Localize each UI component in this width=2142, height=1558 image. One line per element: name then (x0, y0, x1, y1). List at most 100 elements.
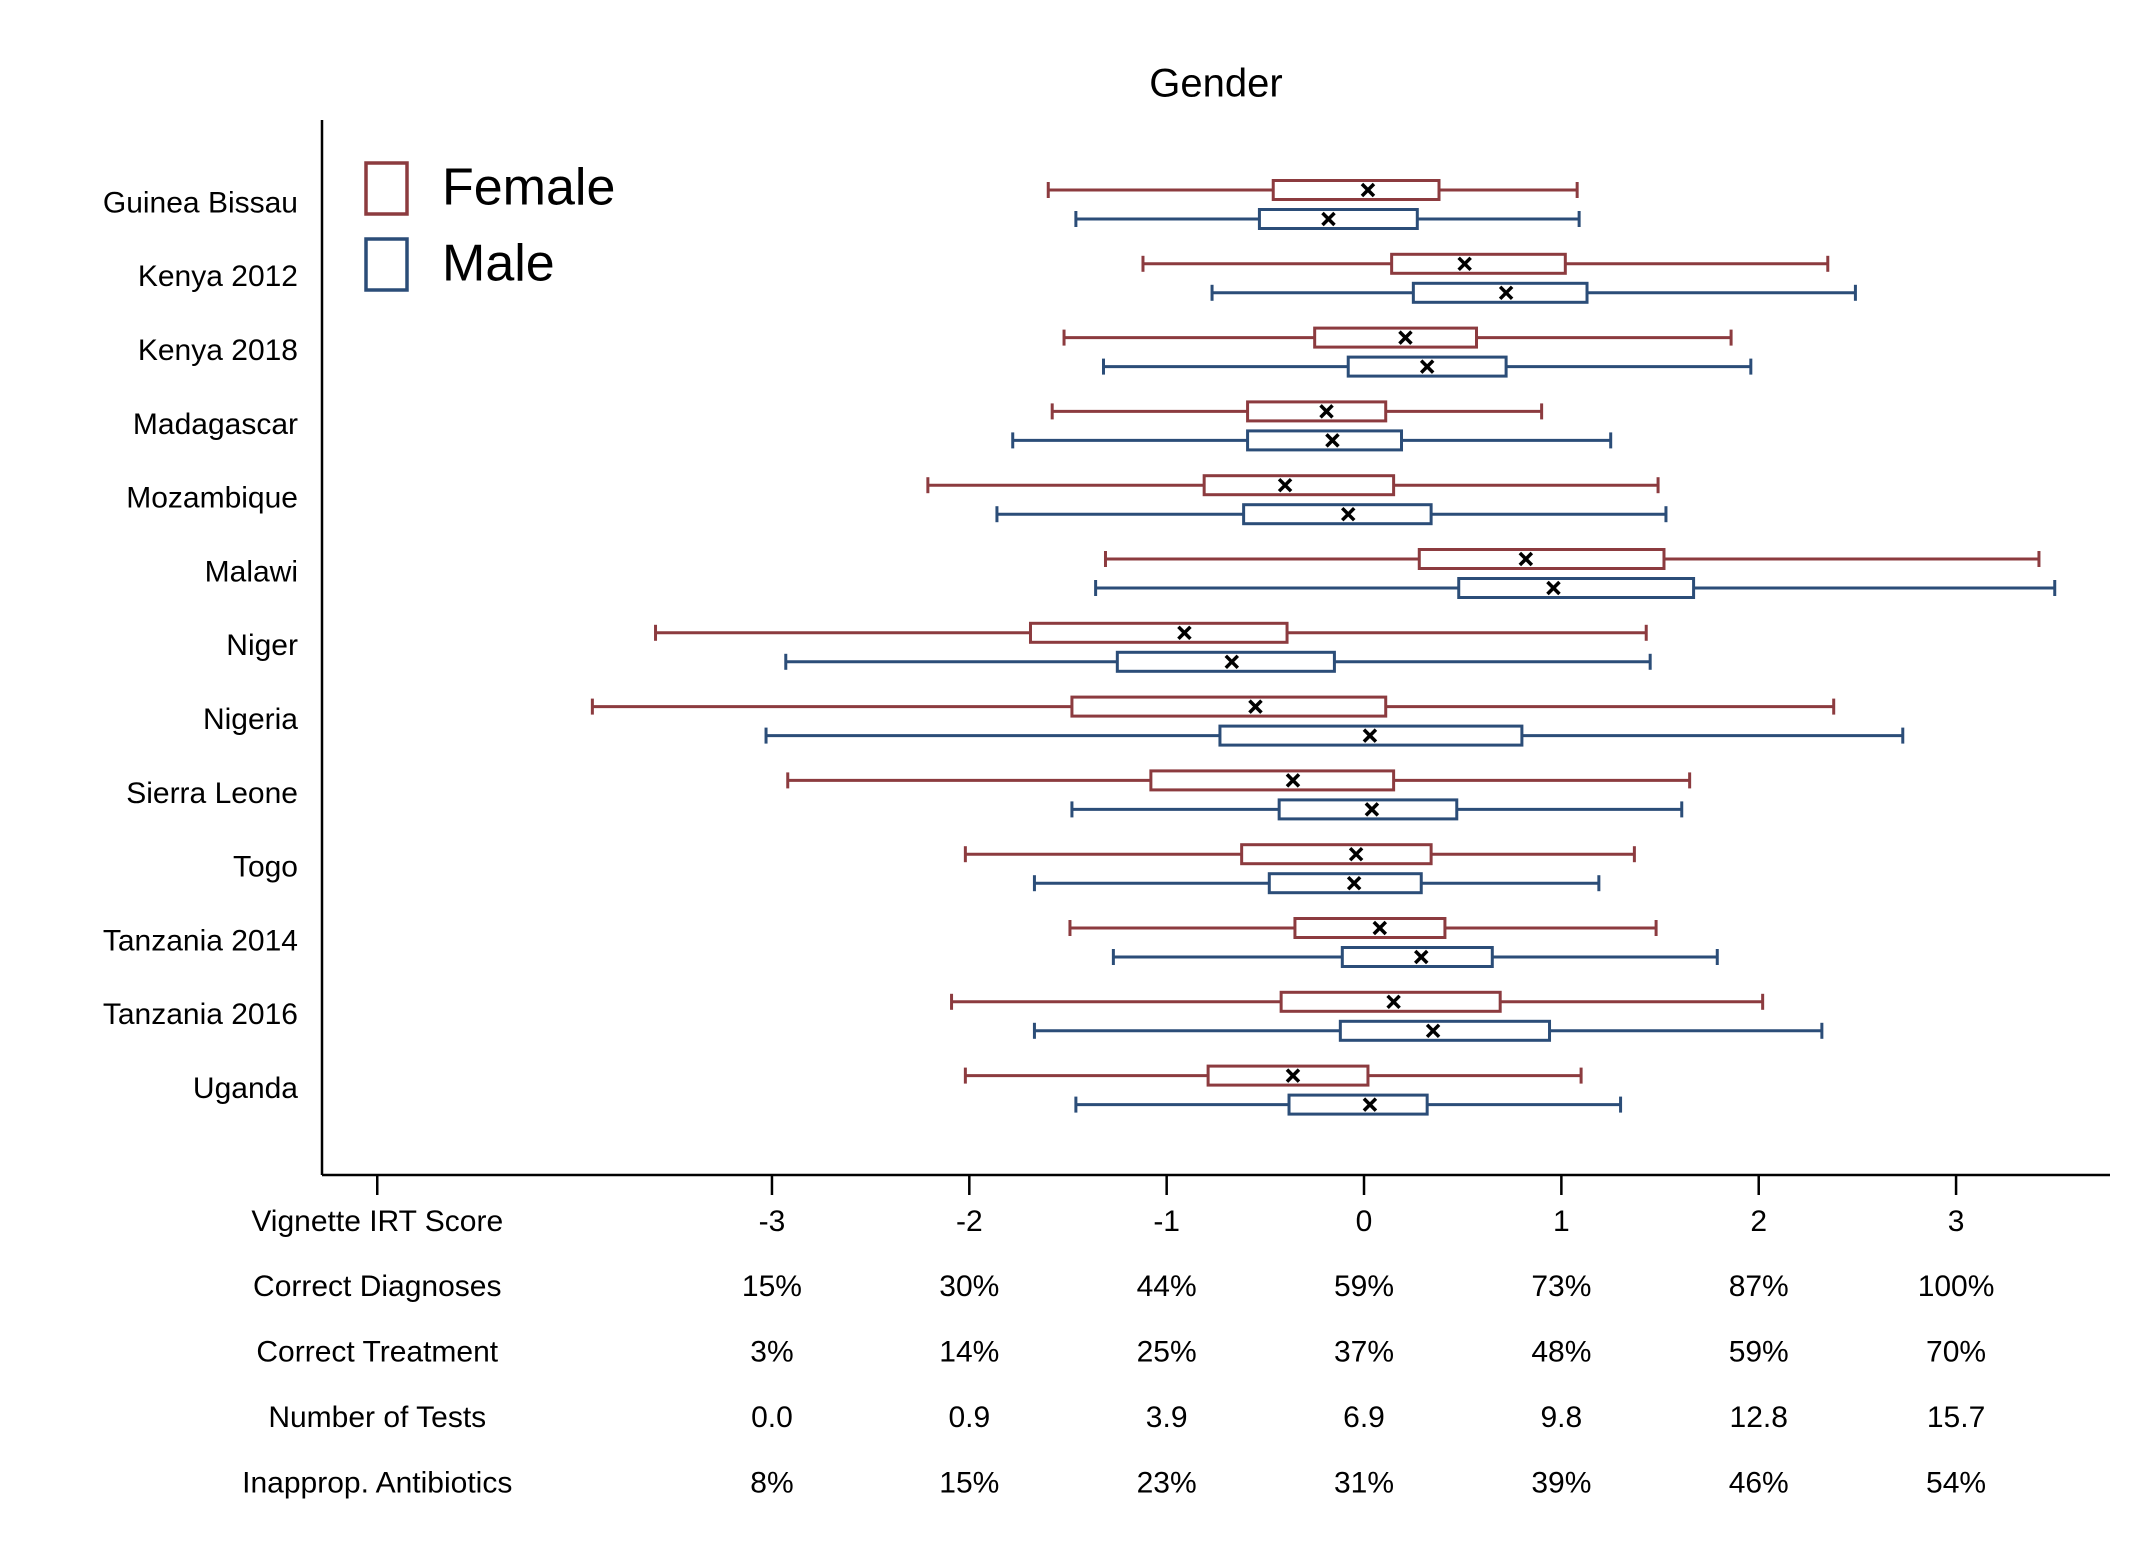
box (1246, 400, 1388, 423)
table-cell: 6.9 (1343, 1401, 1385, 1434)
x-tick-label: 0 (1356, 1205, 1373, 1238)
table-cell: 70% (1926, 1335, 1986, 1368)
legend-swatch (364, 161, 409, 216)
mean-stroke (1321, 211, 1336, 227)
box-group (1032, 1019, 1824, 1042)
table-cell: 48% (1531, 1335, 1591, 1368)
x-tick-label: -1 (1153, 1205, 1180, 1238)
y-tick-label: Tanzania 2014 (103, 924, 298, 957)
mean-marker (1362, 728, 1378, 743)
mean-marker (1346, 875, 1362, 891)
y-tick-label: Madagascar (133, 408, 298, 441)
box-group (764, 724, 1905, 747)
box (1240, 843, 1433, 866)
mean-stroke (1398, 330, 1413, 345)
mean-marker (1419, 359, 1435, 374)
box-group (1032, 872, 1601, 895)
table-cell: 3% (750, 1335, 793, 1368)
box (1271, 179, 1441, 201)
box-group (1070, 798, 1684, 821)
table-cell: 23% (1137, 1466, 1197, 1499)
mean-stroke (1224, 654, 1240, 670)
y-tick-label: Mozambique (126, 482, 298, 515)
table-row-label: Correct Diagnoses (253, 1270, 501, 1303)
x-tick-label: -3 (759, 1205, 786, 1238)
mean-stroke (1386, 994, 1401, 1010)
mean-marker (1277, 477, 1293, 493)
mean-stroke (1414, 949, 1429, 965)
table-row-label: Inapprop. Antibiotics (242, 1466, 512, 1499)
table-cell: 59% (1334, 1270, 1394, 1303)
box (1202, 474, 1396, 497)
mean-stroke (1518, 551, 1534, 567)
box (1206, 1064, 1370, 1087)
mean-stroke (1360, 182, 1376, 198)
mean-stroke (1498, 285, 1514, 301)
box (1338, 1019, 1552, 1042)
mean-marker (1285, 773, 1301, 788)
table-cell: 8% (750, 1466, 793, 1499)
table-cell: 100% (1918, 1270, 1995, 1303)
box-group (1062, 326, 1733, 349)
mean-stroke (1340, 506, 1356, 522)
y-tick-label: Tanzania 2016 (103, 998, 298, 1031)
mean-stroke (1325, 433, 1340, 448)
table-cell: 0.0 (751, 1401, 793, 1434)
box (1313, 326, 1479, 349)
table-cell: 14% (939, 1335, 999, 1368)
box-group (1074, 1093, 1623, 1116)
y-tick-label: Kenya 2012 (138, 260, 298, 293)
y-tick-label: Guinea Bissau (103, 186, 298, 219)
mean-stroke (1364, 802, 1380, 817)
table-cell: 87% (1729, 1270, 1789, 1303)
mean-stroke (1425, 1023, 1441, 1039)
mean-stroke (1177, 625, 1192, 641)
mean-marker (1340, 506, 1356, 522)
mean-marker (1518, 551, 1534, 567)
table-cell: 12.8 (1730, 1401, 1788, 1434)
x-tick-label: Vignette IRT Score (251, 1205, 503, 1238)
box (1293, 917, 1447, 939)
mean-stroke (1362, 728, 1378, 743)
box-group (1074, 208, 1581, 230)
box (1028, 621, 1289, 644)
y-tick-label: Kenya 2018 (138, 334, 298, 367)
box-group (995, 503, 1668, 526)
mean-marker (1425, 1023, 1441, 1039)
table-cell: 46% (1729, 1466, 1789, 1499)
mean-stroke (1285, 1068, 1301, 1083)
mean-marker (1398, 330, 1413, 345)
table-cell: 15% (939, 1466, 999, 1499)
table-cell: 25% (1137, 1335, 1197, 1368)
table-row-label: Correct Treatment (256, 1335, 498, 1368)
box (1149, 769, 1396, 792)
box-group (1011, 429, 1613, 452)
mean-marker (1248, 699, 1263, 714)
mean-marker (1321, 211, 1336, 227)
table-cell: 37% (1334, 1335, 1394, 1368)
box (1279, 990, 1502, 1013)
mean-marker (1546, 580, 1561, 596)
table-cell: 54% (1926, 1466, 1986, 1499)
mean-stroke (1362, 1097, 1378, 1112)
table-cell: 15.7 (1927, 1401, 1985, 1434)
mean-marker (1386, 994, 1401, 1010)
table-cell: 0.9 (948, 1401, 990, 1434)
box (1277, 798, 1459, 821)
mean-stroke (1285, 773, 1301, 788)
mean-marker (1360, 182, 1376, 198)
box-group (654, 621, 1648, 644)
legend-label: Male (442, 235, 555, 293)
box (1390, 252, 1567, 275)
legend: Female Male (364, 159, 615, 293)
box-group (1094, 577, 2057, 599)
mean-marker (1224, 654, 1240, 670)
mean-marker (1177, 625, 1192, 641)
y-tick-label: Togo (233, 851, 298, 884)
y-tick-label: Nigeria (203, 703, 298, 736)
table-cell: 15% (742, 1270, 802, 1303)
legend-swatch (364, 237, 409, 292)
y-tick-label: Sierra Leone (126, 777, 298, 810)
mean-marker (1498, 285, 1514, 301)
mean-stroke (1372, 920, 1388, 936)
